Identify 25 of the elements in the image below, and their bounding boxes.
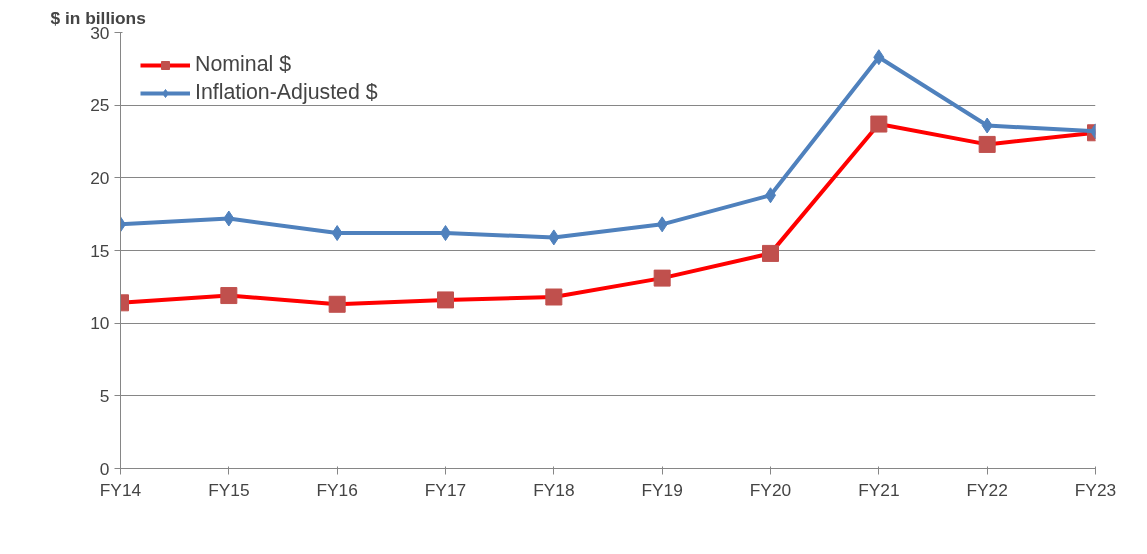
y-tick-label: 10 [90, 313, 110, 334]
x-tick-label: FY16 [316, 479, 358, 500]
x-tick-label: FY22 [966, 479, 1008, 500]
point [981, 117, 993, 134]
x-tick-label: FY17 [424, 479, 467, 500]
point [548, 229, 560, 246]
y-tick-label: 20 [90, 167, 110, 188]
y-tick-label: 5 [99, 385, 110, 406]
y-tick-label: 0 [99, 458, 110, 479]
x-tick-label: FY14 [99, 479, 142, 500]
x-tick-label: FY18 [533, 479, 575, 500]
legend-label: Inflation-Adjusted $ [195, 80, 378, 105]
point [223, 210, 235, 227]
x-tick-label: FY23 [1074, 479, 1117, 500]
x-tick-label: FY19 [641, 479, 683, 500]
x-tick-label: FY15 [208, 479, 250, 500]
point [873, 49, 885, 66]
y-tick-label: 25 [90, 95, 110, 116]
legend-label: Nominal $ [195, 52, 292, 77]
point [331, 225, 343, 242]
x-tick-label: FY20 [749, 479, 792, 500]
y-axis-title: $ in billions [50, 7, 146, 28]
point [656, 216, 668, 233]
x-tick-label: FY21 [858, 479, 900, 500]
y-tick-label: 15 [90, 240, 110, 261]
